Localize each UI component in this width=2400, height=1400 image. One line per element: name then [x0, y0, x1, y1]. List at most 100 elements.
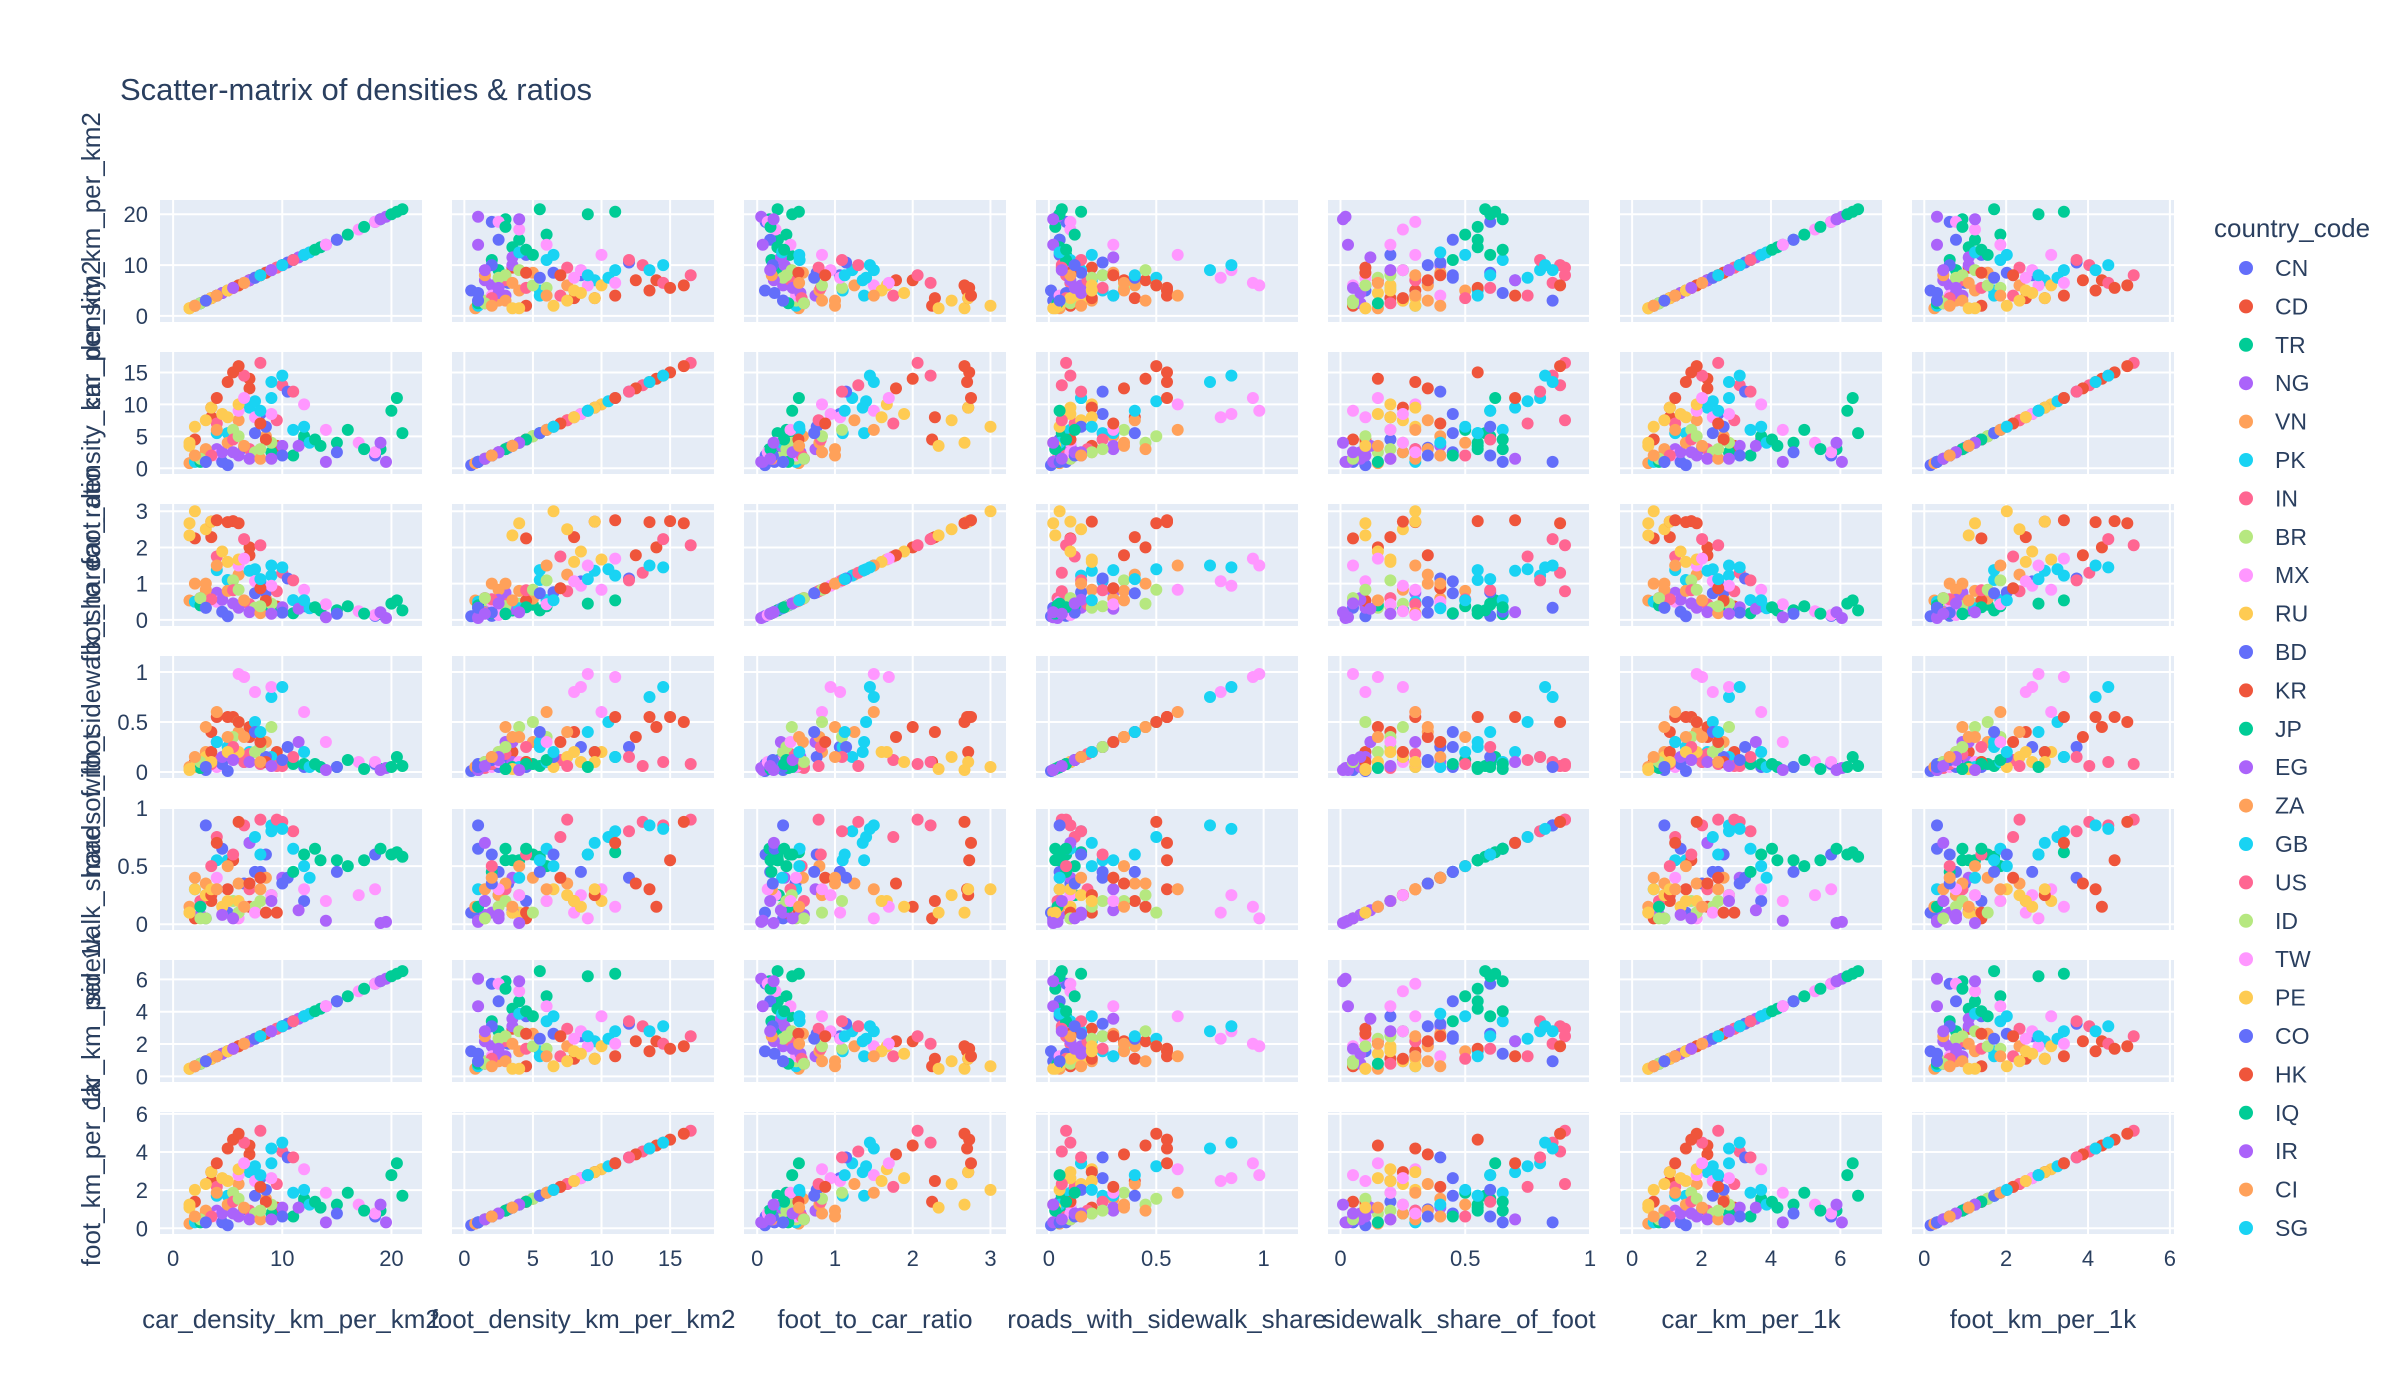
data-point-RU[interactable] — [1371, 408, 1384, 420]
data-point-MX[interactable] — [2045, 248, 2058, 261]
data-point-CI[interactable] — [1994, 706, 2007, 718]
data-point-IR[interactable] — [1337, 764, 1349, 776]
data-point-TW[interactable] — [2026, 681, 2039, 693]
data-point-GB[interactable] — [1706, 831, 1719, 843]
data-point-CI[interactable] — [1943, 449, 1956, 462]
data-point-NG[interactable] — [380, 455, 392, 468]
data-point-CI[interactable] — [1118, 439, 1130, 452]
data-point-GB[interactable] — [1204, 376, 1216, 388]
data-point-KR[interactable] — [2076, 1035, 2089, 1048]
data-point-TW[interactable] — [238, 1157, 251, 1170]
data-point-HK[interactable] — [2057, 392, 2070, 404]
data-point-IN[interactable] — [636, 760, 649, 772]
data-point-ZA[interactable] — [1712, 452, 1725, 465]
data-point-ID[interactable] — [1150, 906, 1163, 919]
data-point-HK[interactable] — [232, 716, 245, 728]
data-point-IR[interactable] — [1937, 895, 1950, 907]
data-point-PE[interactable] — [1642, 529, 1655, 542]
data-point-CD[interactable] — [2095, 721, 2108, 733]
data-point-TW[interactable] — [1396, 264, 1409, 277]
data-point-US[interactable] — [485, 860, 498, 873]
data-point-CI[interactable] — [238, 731, 251, 743]
data-point-BR[interactable] — [1139, 1025, 1152, 1038]
data-point-MX[interactable] — [1214, 271, 1227, 284]
data-point-MX[interactable] — [1755, 706, 1768, 718]
data-point-SG[interactable] — [657, 1020, 670, 1033]
data-point-CI[interactable] — [1696, 276, 1709, 289]
data-point-BD[interactable] — [1787, 865, 1800, 878]
data-point-ID[interactable] — [232, 1192, 245, 1205]
data-point-SG[interactable] — [863, 1020, 876, 1033]
data-point-HK[interactable] — [554, 871, 567, 884]
data-point-EG[interactable] — [216, 593, 229, 606]
data-point-ID[interactable] — [194, 912, 207, 925]
data-point-CI[interactable] — [1962, 900, 1975, 913]
data-point-RU[interactable] — [188, 1183, 201, 1196]
data-point-GB[interactable] — [1521, 563, 1534, 576]
data-point-IN[interactable] — [238, 369, 251, 382]
data-point-PK[interactable] — [1496, 1015, 1509, 1028]
data-point-PK[interactable] — [1723, 392, 1735, 404]
data-point-KR[interactable] — [1161, 366, 1173, 379]
data-point-GB[interactable] — [858, 1050, 871, 1063]
data-point-IQ[interactable] — [581, 761, 594, 773]
data-point-CI[interactable] — [1371, 276, 1384, 289]
data-point-CO[interactable] — [1546, 1055, 1559, 1068]
data-point-VN[interactable] — [816, 294, 828, 307]
data-point-PE[interactable] — [1663, 401, 1676, 414]
data-point-MX[interactable] — [816, 1010, 828, 1023]
data-point-PE[interactable] — [1359, 529, 1372, 542]
data-point-MX[interactable] — [2045, 1010, 2058, 1023]
data-point-IQ[interactable] — [1060, 1005, 1073, 1018]
data-point-US[interactable] — [1096, 281, 1109, 294]
data-point-GB[interactable] — [1471, 289, 1484, 302]
data-point-IR[interactable] — [1723, 1025, 1735, 1038]
data-point-CO[interactable] — [199, 601, 212, 614]
data-point-IQ[interactable] — [1814, 763, 1827, 775]
data-point-US[interactable] — [1484, 584, 1497, 597]
data-point-GB[interactable] — [776, 871, 789, 884]
data-point-IQ[interactable] — [778, 842, 791, 855]
data-point-TW[interactable] — [319, 895, 332, 907]
data-point-IN[interactable] — [684, 758, 697, 770]
data-point-US[interactable] — [2070, 751, 2083, 763]
data-point-BD[interactable] — [840, 871, 853, 884]
data-point-MX[interactable] — [298, 706, 311, 718]
data-point-CO[interactable] — [1421, 1020, 1434, 1033]
data-point-PE[interactable] — [568, 284, 581, 297]
data-point-HK[interactable] — [2057, 711, 2070, 723]
data-point-IR[interactable] — [1068, 281, 1081, 294]
data-point-IR[interactable] — [1685, 281, 1698, 294]
data-point-NG[interactable] — [1409, 736, 1422, 748]
data-point-TR[interactable] — [390, 1157, 403, 1170]
data-point-PK[interactable] — [1744, 594, 1757, 607]
data-point-TW[interactable] — [1107, 895, 1120, 907]
data-point-IR[interactable] — [1068, 912, 1081, 925]
data-point-BD[interactable] — [216, 605, 229, 618]
data-point-PK[interactable] — [1744, 842, 1757, 855]
data-point-SG[interactable] — [581, 404, 594, 417]
data-point-GB[interactable] — [2089, 376, 2102, 388]
data-point-KR[interactable] — [1421, 1035, 1434, 1048]
data-point-US[interactable] — [561, 760, 574, 772]
data-point-RU[interactable] — [1647, 420, 1660, 433]
data-point-CI[interactable] — [1371, 731, 1384, 743]
data-point-IN[interactable] — [1696, 533, 1709, 546]
data-point-EG[interactable] — [243, 756, 256, 768]
data-point-US[interactable] — [520, 741, 533, 753]
data-point-KR[interactable] — [664, 711, 677, 723]
data-point-BD[interactable] — [330, 995, 343, 1008]
data-point-ZA[interactable] — [1139, 721, 1152, 733]
data-point-KR[interactable] — [664, 1042, 677, 1055]
data-point-IQ[interactable] — [581, 970, 594, 983]
data-point-ZA[interactable] — [1679, 731, 1692, 743]
data-point-HK[interactable] — [677, 360, 690, 373]
data-point-US[interactable] — [1744, 1015, 1757, 1028]
data-point-CI[interactable] — [793, 276, 806, 289]
data-point-SG[interactable] — [1733, 1020, 1746, 1033]
data-point-SG[interactable] — [2032, 1030, 2045, 1043]
data-point-TW[interactable] — [1396, 681, 1409, 693]
data-point-ID[interactable] — [797, 756, 810, 768]
data-point-HK[interactable] — [1150, 1040, 1163, 1053]
data-point-KR[interactable] — [2076, 549, 2089, 562]
